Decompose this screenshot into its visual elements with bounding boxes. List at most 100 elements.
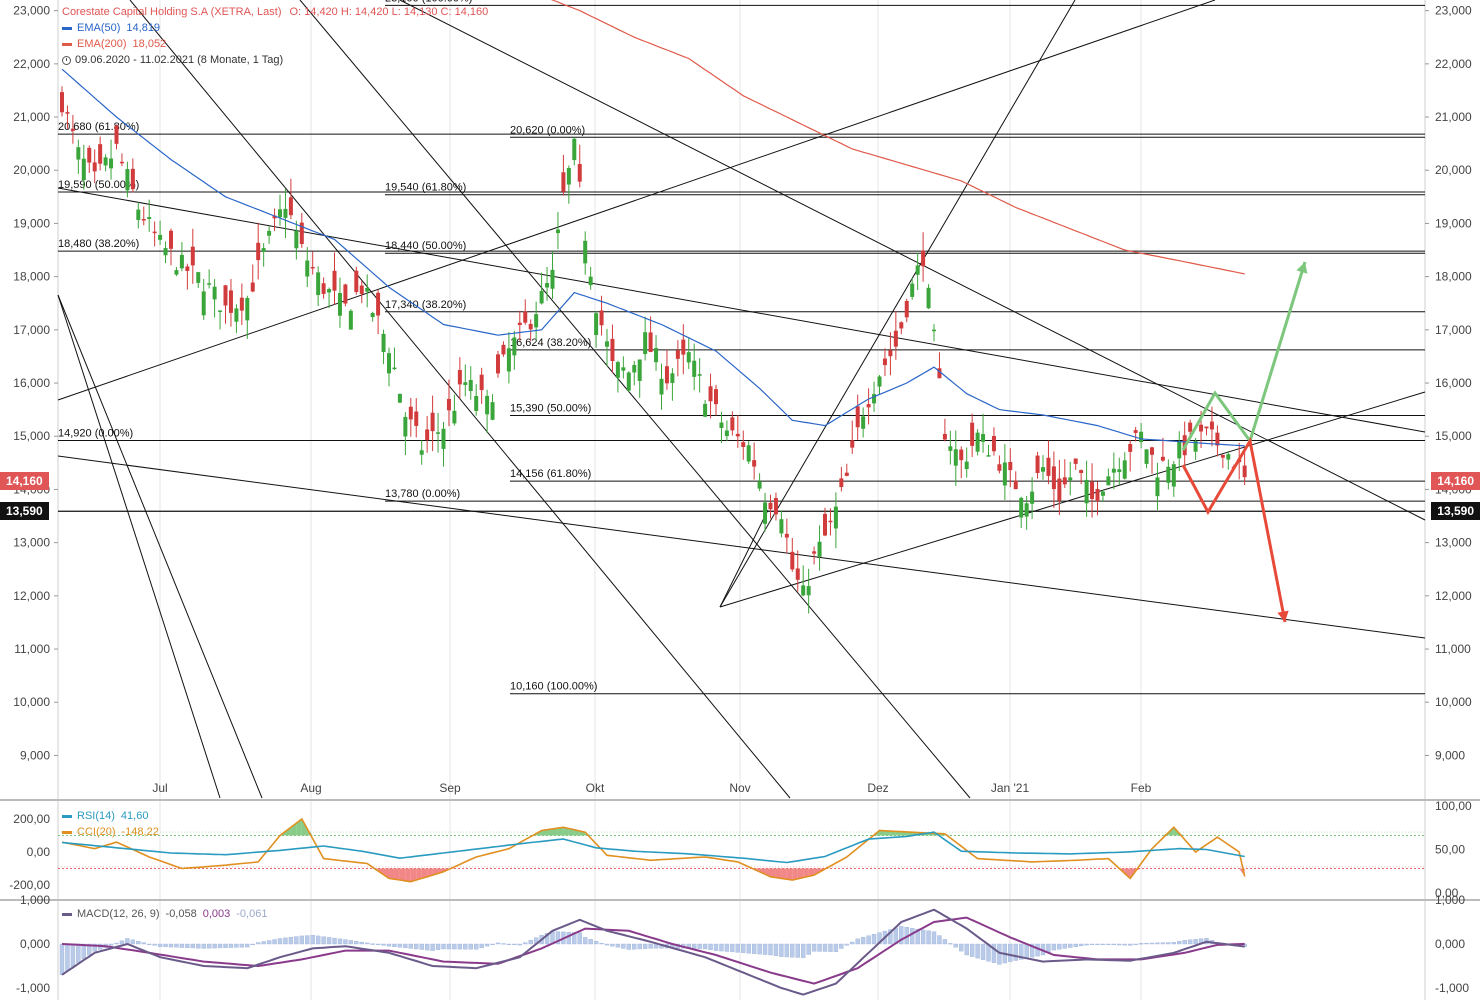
cci-tick-label: -200,00 bbox=[9, 878, 50, 892]
candle-body bbox=[730, 417, 735, 431]
macd-histogram-bar bbox=[299, 935, 304, 945]
macd-hist-value: -0,061 bbox=[236, 908, 268, 920]
macd-histogram-bar bbox=[239, 943, 245, 948]
macd-histogram-bar bbox=[555, 931, 561, 945]
macd-histogram-bar bbox=[326, 937, 332, 945]
candle-body bbox=[190, 246, 195, 266]
macd-histogram-bar bbox=[1084, 943, 1089, 946]
macd-histogram-bar bbox=[479, 943, 484, 948]
candle-body bbox=[474, 396, 479, 411]
candle-body bbox=[643, 332, 648, 355]
macd-histogram-bar bbox=[277, 938, 283, 945]
candle-body bbox=[158, 234, 163, 240]
candle-body bbox=[561, 172, 566, 192]
candle-body bbox=[1019, 497, 1024, 518]
candle-body bbox=[545, 283, 550, 288]
macd-histogram-bar bbox=[953, 943, 958, 948]
candle-body bbox=[1171, 464, 1176, 487]
cci-oversold-fill bbox=[786, 868, 793, 881]
macd-histogram-bar bbox=[583, 937, 588, 945]
y-tick-label-right: 16,000 bbox=[1435, 376, 1472, 390]
ema50-label[interactable]: EMA(50) bbox=[77, 22, 121, 34]
macd-histogram-bar bbox=[1062, 943, 1068, 949]
macd-histogram-bar bbox=[822, 943, 828, 952]
macd-histogram-bar bbox=[523, 942, 528, 945]
rsi-tick-label: 0,00 bbox=[1435, 886, 1459, 900]
macd-histogram-bar bbox=[414, 943, 419, 950]
macd-histogram-bar bbox=[741, 943, 746, 954]
candle-body bbox=[523, 311, 528, 323]
candle-body bbox=[109, 158, 114, 169]
candle-body bbox=[1013, 480, 1018, 490]
macd-histogram-bar bbox=[1193, 939, 1198, 945]
trendline bbox=[57, 294, 221, 799]
y-tick-label-right: 9,000 bbox=[1435, 748, 1465, 762]
candle-body bbox=[370, 312, 375, 317]
candle-body bbox=[457, 370, 462, 385]
macd-histogram-bar bbox=[212, 943, 217, 949]
rsi-line bbox=[61, 831, 1245, 864]
cci-value: -148,22 bbox=[121, 826, 159, 838]
macd-histogram-bar bbox=[152, 943, 157, 946]
cci-label[interactable]: CCI(20) bbox=[77, 826, 116, 838]
candle-body bbox=[828, 520, 833, 523]
candle-body bbox=[648, 332, 653, 352]
ohlc-readout: O: 14,420 H: 14,420 L: 14,130 C: 14,160 bbox=[289, 6, 489, 18]
candle-body bbox=[1160, 456, 1165, 461]
macd-tick-label-right: -1,000 bbox=[1435, 981, 1469, 995]
trendline bbox=[719, 0, 1076, 608]
rsi-label[interactable]: RSI(14) bbox=[77, 810, 115, 822]
macd-histogram-bar bbox=[1051, 943, 1057, 951]
ema200-label[interactable]: EMA(200) bbox=[77, 38, 127, 50]
macd-histogram-bar bbox=[452, 943, 457, 950]
cci-overbought-fill bbox=[557, 827, 564, 836]
month-label-Okt: Okt bbox=[586, 781, 605, 795]
candle-body bbox=[245, 297, 250, 321]
fib-level-label: 23,100 (100.00%) bbox=[385, 0, 472, 4]
macd-histogram-bar bbox=[1177, 941, 1182, 945]
macd-histogram-bar bbox=[403, 943, 408, 949]
candle-body bbox=[81, 158, 86, 181]
candle-body bbox=[692, 360, 697, 377]
macd-tick-label-left: 0,000 bbox=[20, 937, 50, 951]
macd-histogram-bar bbox=[310, 935, 315, 945]
macd-histogram-bar bbox=[468, 943, 473, 950]
macd-histogram-bar bbox=[692, 943, 697, 949]
candle-body bbox=[1068, 477, 1073, 481]
candle-body bbox=[179, 254, 184, 269]
macd-histogram-bar bbox=[365, 942, 370, 945]
candle-body bbox=[790, 551, 795, 570]
candle-body bbox=[212, 286, 217, 300]
macd-histogram-bar bbox=[708, 943, 713, 950]
cci-oversold-fill bbox=[427, 868, 433, 877]
cci-oversold-fill bbox=[438, 868, 444, 874]
candle-body bbox=[1139, 431, 1144, 443]
macd-histogram-bar bbox=[321, 936, 326, 945]
macd-histogram-bar bbox=[969, 943, 975, 957]
macd-histogram-bar bbox=[964, 943, 969, 956]
ema200-value: 18,052 bbox=[132, 38, 167, 50]
candle-body bbox=[147, 217, 152, 220]
macd-histogram-bar bbox=[621, 943, 626, 949]
candle-body bbox=[610, 338, 615, 362]
candle-body bbox=[866, 404, 871, 408]
cci-overbought-fill bbox=[895, 831, 902, 836]
candle-body bbox=[1090, 481, 1095, 500]
candle-body bbox=[278, 209, 282, 218]
macd-histogram-bar bbox=[463, 943, 468, 950]
candle-body bbox=[267, 230, 272, 236]
candle-body bbox=[534, 314, 539, 328]
instrument-title: Corestate Capital Holding S.A (XETRA, La… bbox=[62, 6, 282, 18]
candle-body bbox=[152, 231, 157, 234]
macd-label[interactable]: MACD(12, 26, 9) bbox=[77, 908, 160, 920]
candle-body bbox=[185, 266, 190, 271]
macd-histogram-bar bbox=[506, 943, 512, 946]
candle-body bbox=[921, 250, 926, 267]
candle-body bbox=[588, 276, 593, 286]
macd-histogram-bar bbox=[435, 943, 441, 950]
candle-body bbox=[872, 394, 877, 404]
candle-body bbox=[594, 313, 599, 335]
candle-body bbox=[675, 350, 680, 359]
macd-histogram-bar bbox=[768, 943, 773, 956]
